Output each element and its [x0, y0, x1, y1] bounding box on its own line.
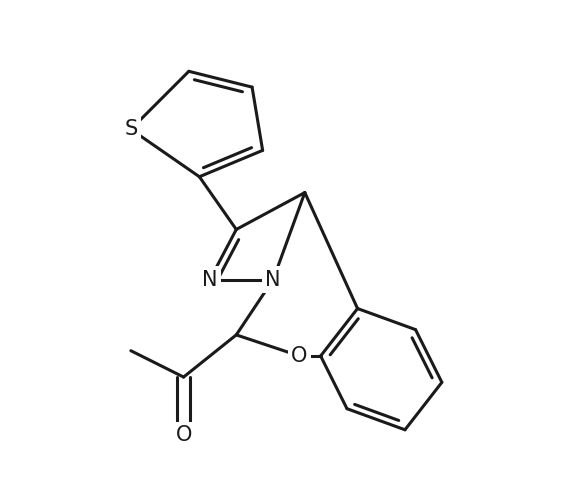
Text: S: S: [124, 120, 138, 139]
Text: N: N: [265, 270, 281, 289]
Text: O: O: [291, 346, 307, 366]
Text: O: O: [175, 425, 192, 445]
Text: N: N: [202, 270, 218, 289]
